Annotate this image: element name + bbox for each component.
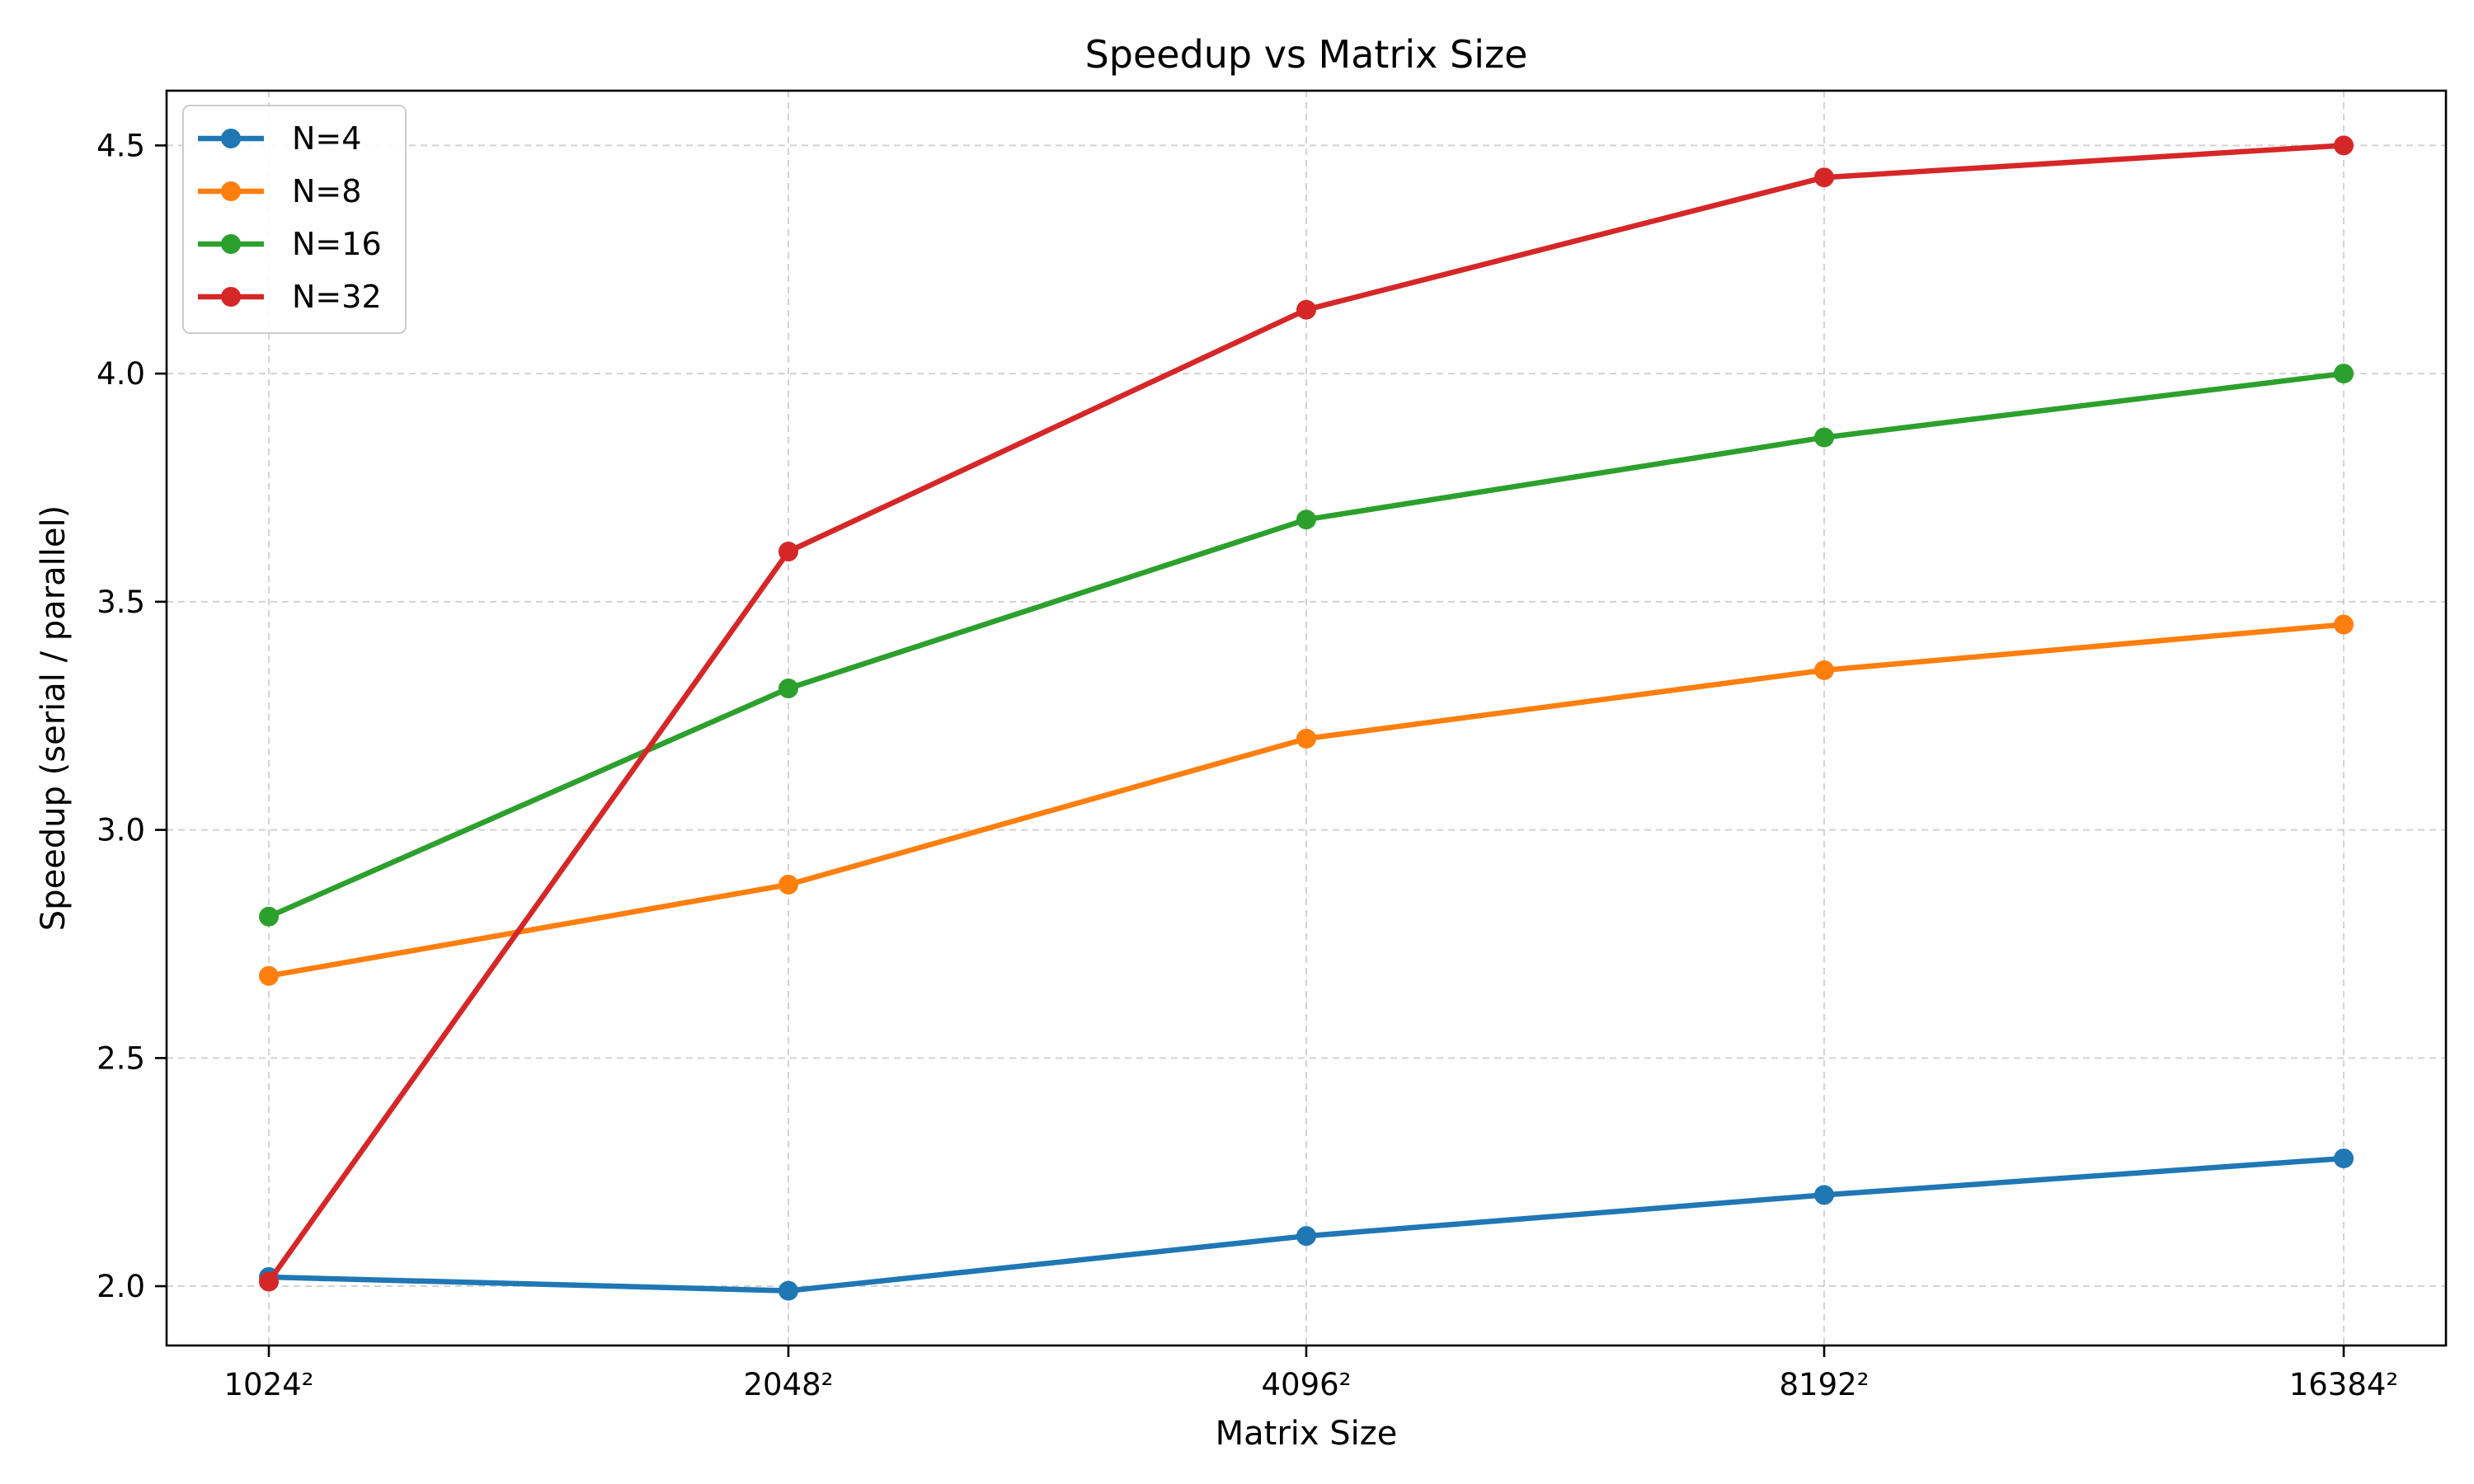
y-axis-ticks: 2.0 2.5 3.0 3.5 4.0 4.5	[96, 128, 167, 1304]
y-tick-label: 4.0	[96, 356, 145, 392]
x-tick-label: 8192²	[1780, 1367, 1870, 1402]
data-point-n-32	[1814, 167, 1834, 188]
data-point-n-8	[2334, 614, 2354, 635]
x-axis-ticks: 1024² 2048² 4096² 8192² 16384²	[224, 1345, 2399, 1402]
legend-label: N=16	[292, 226, 382, 262]
legend-marker-swatch	[221, 234, 241, 254]
data-point-n-16	[1296, 510, 1316, 530]
grid	[167, 91, 2446, 1345]
data-point-n-16	[1814, 427, 1834, 448]
x-axis-label: Matrix Size	[1216, 1415, 1398, 1453]
legend-entry-n-16: N=16	[198, 226, 382, 262]
legend-entry-n-8: N=8	[198, 173, 361, 209]
data-point-n-4	[2334, 1148, 2354, 1169]
y-tick-label: 3.5	[96, 585, 145, 620]
series-layer	[259, 135, 2354, 1301]
data-point-n-4	[778, 1280, 798, 1301]
legend-entry-n-4: N=4	[198, 120, 361, 157]
y-tick-label: 2.0	[96, 1269, 145, 1304]
data-point-n-8	[1296, 728, 1316, 749]
data-point-n-32	[2334, 135, 2354, 156]
data-point-n-4	[1296, 1226, 1316, 1247]
x-tick-label: 16384²	[2289, 1367, 2399, 1402]
series-n-32	[259, 135, 2354, 1292]
data-point-n-8	[259, 965, 279, 986]
series-n-8	[259, 614, 2354, 986]
y-axis-label: Speedup (serial / parallel)	[35, 505, 73, 931]
series-n-16	[259, 364, 2354, 927]
legend-marker-swatch	[221, 287, 241, 307]
data-point-n-8	[1814, 660, 1834, 680]
legend-marker-swatch	[221, 129, 241, 148]
y-tick-label: 2.5	[96, 1040, 145, 1076]
y-tick-label: 3.0	[96, 813, 145, 848]
legend-label: N=32	[292, 279, 382, 315]
legend-marker-swatch	[221, 181, 241, 201]
legend-box	[182, 105, 407, 334]
x-tick-label: 4096²	[1262, 1367, 1352, 1402]
data-point-n-16	[259, 906, 279, 927]
series-n-4	[259, 1148, 2354, 1301]
legend: N=4 N=8 N=16 N=32	[182, 105, 407, 334]
data-point-n-4	[1814, 1185, 1834, 1205]
legend-label: N=4	[292, 120, 361, 157]
data-point-n-32	[259, 1271, 279, 1292]
x-tick-label: 1024²	[224, 1367, 314, 1402]
data-point-n-16	[778, 679, 798, 698]
data-point-n-16	[2334, 364, 2354, 384]
x-tick-label: 2048²	[744, 1367, 834, 1402]
legend-label: N=8	[292, 173, 361, 209]
y-tick-label: 4.5	[96, 128, 145, 163]
data-point-n-8	[778, 875, 798, 895]
chart-title: Speedup vs Matrix Size	[1085, 32, 1528, 77]
data-point-n-32	[778, 542, 798, 561]
legend-entry-n-32: N=32	[198, 279, 382, 315]
data-point-n-32	[1296, 299, 1316, 320]
